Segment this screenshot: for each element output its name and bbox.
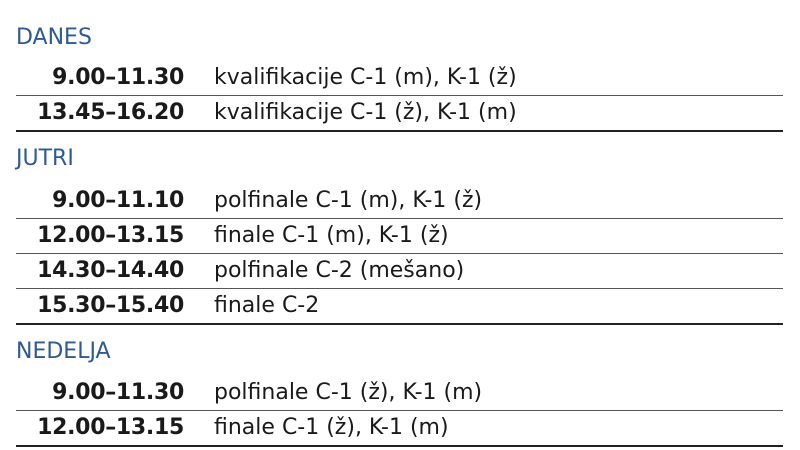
event-description: finale C-1 (ž), K-1 (m)	[214, 411, 449, 445]
schedule-row: 15.30–15.40 finale C-2	[16, 289, 783, 325]
event-description: polfinale C-1 (ž), K-1 (m)	[214, 376, 482, 410]
day-heading-danes: DANES	[16, 25, 92, 50]
schedule-row: 13.45–16.20 kvalifikacije C-1 (ž), K-1 (…	[16, 96, 783, 132]
time-slot: 14.30–14.40	[37, 258, 184, 283]
schedule-row: 14.30–14.40 polfinale C-2 (mešano)	[16, 254, 783, 289]
event-categories: C-1 (ž), K-1 (m)	[281, 415, 449, 440]
stage-label: finale	[214, 223, 275, 248]
stage-label: polfinale	[214, 188, 309, 213]
time-slot: 13.45–16.20	[37, 100, 184, 125]
event-description: finale C-1 (m), K-1 (ž)	[214, 219, 449, 253]
event-categories: C-2	[281, 293, 320, 318]
time-slot: 9.00–11.30	[52, 65, 184, 90]
event-categories: C-1 (m), K-1 (ž)	[281, 223, 449, 248]
schedule-row: 9.00–11.30 polfinale C-1 (ž), K-1 (m)	[16, 376, 783, 411]
event-description: kvalifikacije C-1 (ž), K-1 (m)	[214, 96, 517, 130]
time-slot: 12.00–13.15	[37, 415, 184, 440]
event-categories: C-1 (ž), K-1 (m)	[315, 380, 483, 405]
time-slot: 12.00–13.15	[37, 223, 184, 248]
time-slot: 9.00–11.10	[52, 188, 184, 213]
stage-label: finale	[214, 293, 275, 318]
day-heading-nedelja: NEDELJA	[16, 339, 111, 364]
stage-label: kvalifikacije	[214, 100, 344, 125]
event-categories: C-1 (m), K-1 (ž)	[315, 188, 483, 213]
event-description: polfinale C-1 (m), K-1 (ž)	[214, 184, 482, 218]
stage-label: polfinale	[214, 380, 309, 405]
event-categories: C-1 (ž), K-1 (m)	[350, 100, 517, 125]
schedule-row: 9.00–11.30 kvalifikacije C-1 (m), K-1 (ž…	[16, 61, 783, 96]
stage-label: polfinale	[214, 258, 309, 283]
event-categories: C-2 (mešano)	[315, 258, 465, 283]
schedule-row: 12.00–13.15 finale C-1 (ž), K-1 (m)	[16, 411, 783, 447]
schedule-row: 12.00–13.15 finale C-1 (m), K-1 (ž)	[16, 219, 783, 254]
event-categories: C-1 (m), K-1 (ž)	[350, 65, 517, 90]
time-slot: 15.30–15.40	[37, 293, 184, 318]
event-description: kvalifikacije C-1 (m), K-1 (ž)	[214, 61, 517, 95]
schedule-row: 9.00–11.10 polfinale C-1 (m), K-1 (ž)	[16, 184, 783, 219]
stage-label: finale	[214, 415, 275, 440]
event-description: polfinale C-2 (mešano)	[214, 254, 464, 288]
event-description: finale C-2	[214, 289, 319, 323]
day-heading-jutri: JUTRI	[16, 146, 74, 171]
time-slot: 9.00–11.30	[52, 380, 184, 405]
stage-label: kvalifikacije	[214, 65, 344, 90]
